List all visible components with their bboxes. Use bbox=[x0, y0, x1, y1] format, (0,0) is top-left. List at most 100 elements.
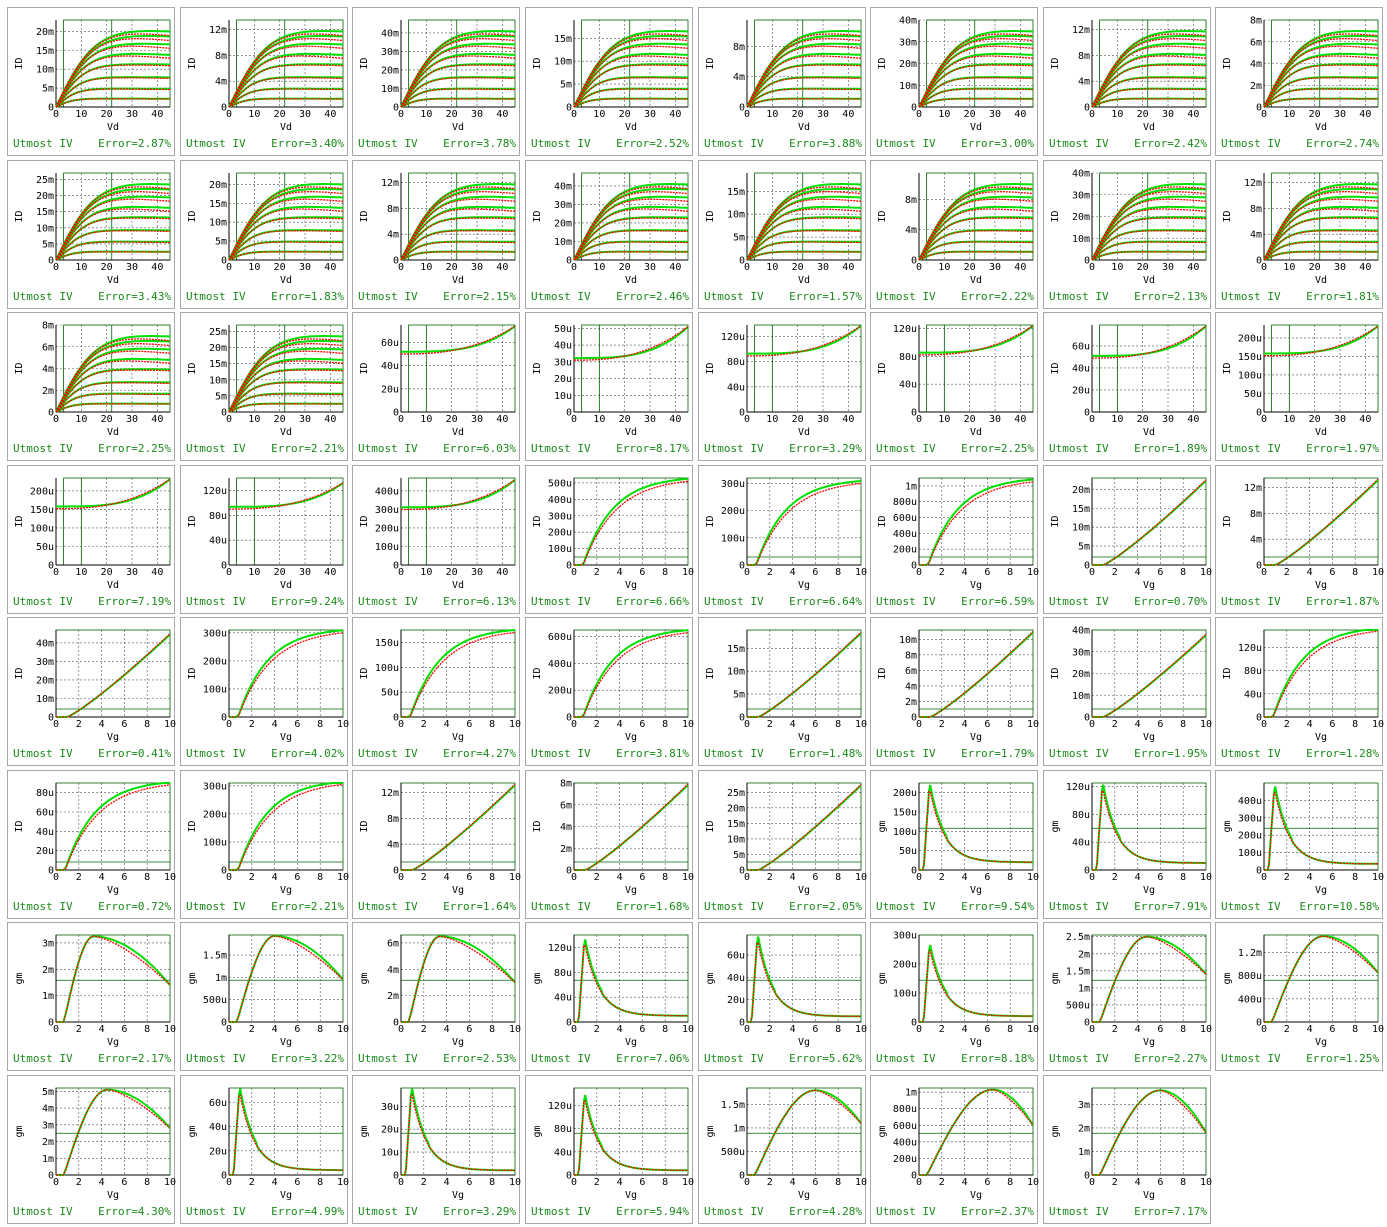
y-tick-label: 0 bbox=[566, 1018, 572, 1029]
simulated-series bbox=[1092, 784, 1206, 871]
window-box bbox=[1263, 782, 1379, 871]
simulated-series bbox=[229, 482, 344, 508]
y-tick-label: 4m bbox=[905, 225, 917, 236]
x-tick-label: 4 bbox=[272, 1177, 278, 1188]
panel-footer: Utmost IV Error=4.28% bbox=[702, 1205, 862, 1219]
panel-footer: Utmost IV Error=5.62% bbox=[702, 1052, 862, 1066]
y-axis-label: ID bbox=[14, 667, 25, 679]
y-tick-label: 10m bbox=[36, 694, 54, 705]
y-tick-label: 0 bbox=[739, 866, 745, 877]
measured-series bbox=[746, 33, 862, 108]
x-tick-label: 0 bbox=[571, 567, 577, 578]
measured-series bbox=[55, 360, 171, 413]
error-label: Error=2.21% bbox=[271, 442, 344, 455]
panel-footer: Utmost IV Error=8.17% bbox=[529, 442, 689, 456]
chart-svg: 0 10 20 30 40 0 4m 8m 12m Vd ID bbox=[359, 172, 516, 286]
x-tick-label: 2 bbox=[1284, 567, 1290, 578]
measured-series bbox=[918, 208, 1034, 261]
y-tick-label: 25m bbox=[209, 327, 227, 338]
measured-series bbox=[573, 38, 689, 108]
y-axis-label: ID bbox=[705, 515, 716, 527]
measured-series bbox=[573, 186, 689, 261]
x-tick-label: 10 bbox=[593, 262, 605, 273]
y-tick-label: 0 bbox=[221, 713, 227, 724]
simulated-series bbox=[573, 76, 688, 108]
model-label: Utmost IV bbox=[13, 595, 73, 608]
window-box bbox=[918, 629, 1034, 718]
y-tick-label: 5m bbox=[733, 233, 745, 244]
measured-series bbox=[1264, 630, 1379, 718]
y-tick-label: 8m bbox=[215, 51, 227, 62]
error-label: Error=1.25% bbox=[1306, 1052, 1379, 1065]
panel-footer: Utmost IV Error=1.28% bbox=[1219, 747, 1379, 761]
x-tick-label: 20 bbox=[101, 109, 113, 120]
y-tick-label: 150u bbox=[375, 638, 399, 649]
x-tick-label: 30 bbox=[644, 262, 656, 273]
measured-series bbox=[918, 77, 1034, 108]
simulated-series bbox=[574, 477, 689, 566]
error-label: Error=2.42% bbox=[1134, 137, 1207, 150]
measured-series bbox=[918, 191, 1034, 261]
simulated-series bbox=[1091, 97, 1206, 108]
y-tick-label: 10m bbox=[1072, 234, 1090, 245]
simulated-series bbox=[574, 629, 689, 718]
panel-footer: Utmost IV Error=1.97% bbox=[1219, 442, 1379, 456]
y-tick-label: 300u bbox=[203, 628, 227, 639]
y-tick-label: 8m bbox=[42, 321, 54, 332]
measured-series bbox=[228, 98, 343, 108]
x-tick-label: 8 bbox=[1007, 567, 1013, 578]
chart-svg: 0 10 20 30 40 0 40u 80u 120u Vd ID bbox=[187, 477, 344, 591]
y-tick-label: 0 bbox=[393, 1018, 399, 1029]
window-box bbox=[918, 477, 1034, 566]
x-tick-label: 4 bbox=[790, 1177, 796, 1188]
y-tick-label: 20m bbox=[381, 65, 399, 76]
chart-panel: 0 2 4 6 8 10 0 100u 200u 300u Vg ID Utmost IV Error=2… bbox=[180, 770, 349, 919]
chart-svg: 0 10 20 30 40 0 10m 20m 30m 40m Vd ID bbox=[359, 19, 516, 133]
simulated-series bbox=[918, 250, 1033, 261]
x-tick-label: 10 bbox=[337, 1177, 349, 1188]
x-tick-label: 4 bbox=[617, 567, 623, 578]
x-tick-label: 10 bbox=[420, 567, 432, 578]
measured-series bbox=[228, 217, 344, 261]
y-tick-label: 100u bbox=[893, 827, 917, 838]
y-axis-label: ID bbox=[14, 515, 25, 527]
y-tick-label: 40m bbox=[36, 638, 54, 649]
panel-footer: Utmost IV Error=10.58% bbox=[1219, 900, 1379, 914]
measured-series bbox=[55, 98, 170, 108]
x-axis-label: Vd bbox=[280, 275, 292, 286]
x-tick-label: 40 bbox=[151, 414, 163, 425]
panel-footer: Utmost IV Error=2.15% bbox=[356, 290, 516, 304]
x-axis-label: Vd bbox=[970, 427, 982, 438]
chart-svg: 0 10 20 30 40 0 5m 10m 15m 20m 25m Vd ID bbox=[14, 172, 171, 286]
simulated-series bbox=[55, 42, 171, 108]
y-tick-label: 800u bbox=[1238, 971, 1262, 982]
x-axis-label: Vg bbox=[625, 580, 637, 591]
y-tick-label: 200u bbox=[548, 528, 572, 539]
x-tick-label: 2 bbox=[594, 1177, 600, 1188]
x-tick-label: 0 bbox=[1261, 1024, 1267, 1035]
x-tick-label: 6 bbox=[1157, 1024, 1163, 1035]
window-box bbox=[1091, 934, 1207, 1023]
y-tick-label: 0 bbox=[48, 713, 54, 724]
x-tick-label: 8 bbox=[835, 719, 841, 730]
x-axis-label: Vg bbox=[452, 1037, 464, 1048]
model-label: Utmost IV bbox=[1049, 1205, 1109, 1218]
x-tick-label: 20 bbox=[446, 414, 458, 425]
y-tick-label: 30m bbox=[899, 37, 917, 48]
x-tick-label: 6 bbox=[984, 872, 990, 883]
measured-series bbox=[229, 482, 344, 510]
measured-series bbox=[573, 251, 688, 261]
y-axis-label: ID bbox=[1050, 57, 1061, 69]
measured-series bbox=[1263, 251, 1378, 261]
y-tick-label: 0 bbox=[221, 866, 227, 877]
simulated-series bbox=[747, 936, 862, 1023]
error-label: Error=2.25% bbox=[961, 442, 1034, 455]
y-axis-label: ID bbox=[1222, 57, 1233, 69]
y-tick-label: 10m bbox=[727, 210, 745, 221]
measured-series bbox=[918, 230, 1034, 261]
measured-series bbox=[573, 191, 689, 261]
y-tick-label: 150u bbox=[1238, 352, 1262, 363]
x-tick-label: 30 bbox=[299, 414, 311, 425]
measured-series bbox=[228, 393, 343, 413]
x-tick-label: 6 bbox=[121, 1177, 127, 1188]
